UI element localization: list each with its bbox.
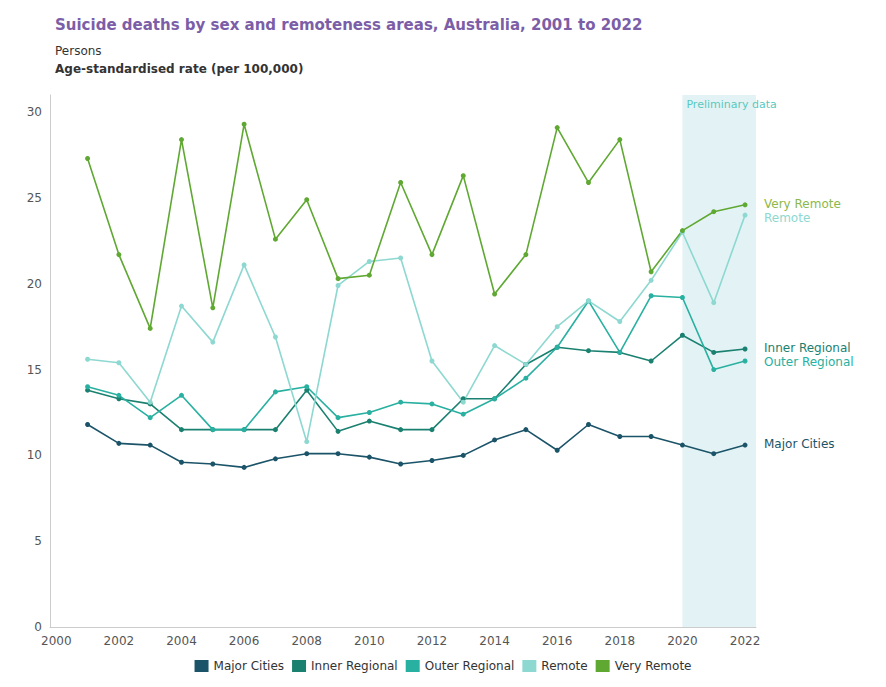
- svg-text:Major Cities: Major Cities: [214, 659, 285, 673]
- svg-text:2016: 2016: [542, 634, 573, 648]
- svg-text:5: 5: [34, 534, 42, 548]
- svg-text:2002: 2002: [104, 634, 135, 648]
- svg-text:2018: 2018: [605, 634, 636, 648]
- svg-text:Remote: Remote: [764, 211, 810, 225]
- svg-text:2008: 2008: [291, 634, 322, 648]
- svg-text:Persons: Persons: [55, 44, 102, 58]
- svg-text:30: 30: [27, 105, 42, 119]
- svg-text:20: 20: [27, 277, 42, 291]
- svg-text:Suicide deaths by sex and remo: Suicide deaths by sex and remoteness are…: [55, 16, 642, 34]
- svg-text:15: 15: [27, 363, 42, 377]
- svg-text:2022: 2022: [730, 634, 761, 648]
- svg-text:Very Remote: Very Remote: [615, 659, 692, 673]
- svg-text:2004: 2004: [166, 634, 197, 648]
- svg-text:2014: 2014: [479, 634, 510, 648]
- svg-text:0: 0: [34, 620, 42, 634]
- svg-text:Remote: Remote: [541, 659, 587, 673]
- svg-text:Inner Regional: Inner Regional: [311, 659, 398, 673]
- svg-text:Inner Regional: Inner Regional: [764, 341, 851, 355]
- svg-text:2010: 2010: [354, 634, 385, 648]
- svg-text:10: 10: [27, 448, 42, 462]
- svg-text:Outer Regional: Outer Regional: [425, 659, 515, 673]
- svg-text:2000: 2000: [41, 634, 72, 648]
- svg-text:Preliminary data: Preliminary data: [686, 98, 776, 111]
- svg-text:Very Remote: Very Remote: [764, 197, 841, 211]
- svg-text:2006: 2006: [229, 634, 260, 648]
- svg-text:2020: 2020: [667, 634, 698, 648]
- svg-text:Age-standardised rate (per 100: Age-standardised rate (per 100,000): [55, 62, 303, 76]
- svg-text:2012: 2012: [417, 634, 448, 648]
- svg-text:Outer Regional: Outer Regional: [764, 355, 854, 369]
- svg-text:25: 25: [27, 191, 42, 205]
- svg-text:Major Cities: Major Cities: [764, 437, 835, 451]
